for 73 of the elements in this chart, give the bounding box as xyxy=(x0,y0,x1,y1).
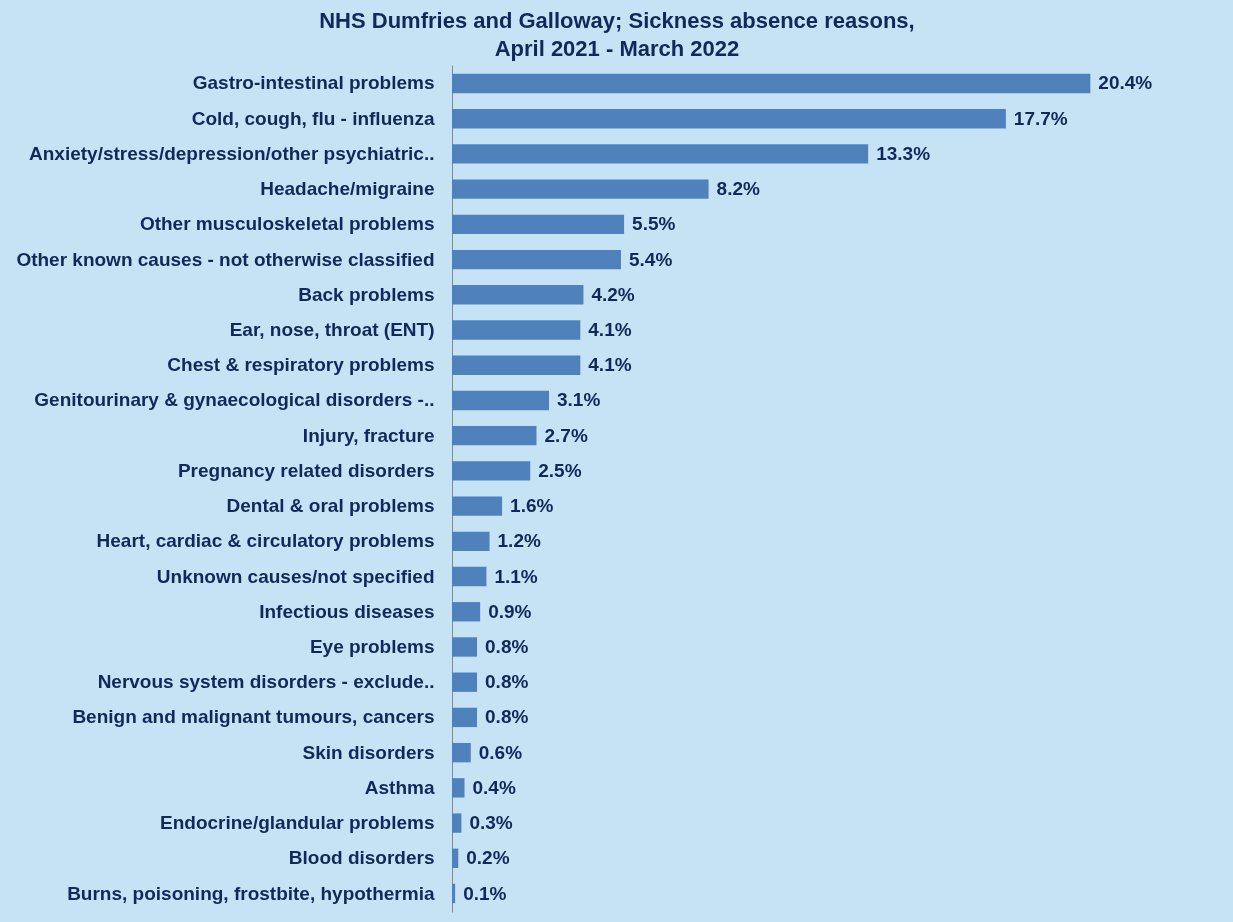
bar xyxy=(452,496,503,516)
bar xyxy=(452,883,456,904)
data-label: 5.4% xyxy=(628,248,673,270)
data-label: 13.3% xyxy=(876,142,931,164)
data-label: 0.8% xyxy=(485,671,529,693)
y-tick-label: Skin disorders xyxy=(302,741,435,763)
y-tick-label: Genitourinary & gynaecological disorders -.. xyxy=(34,389,435,411)
y-tick-label: Chest & respiratory problems xyxy=(167,354,435,376)
y-tick-label: Gastro-intestinal problems xyxy=(192,72,435,94)
bar xyxy=(452,249,621,270)
bar xyxy=(452,637,478,657)
bar xyxy=(452,390,549,411)
bar xyxy=(452,707,478,728)
bar xyxy=(452,425,537,446)
data-label: 17.7% xyxy=(1013,107,1068,129)
y-tick-label: Headache/migraine xyxy=(260,178,435,200)
y-tick-label: Back problems xyxy=(298,283,435,305)
data-label: 0.4% xyxy=(472,776,516,798)
data-label: 4.1% xyxy=(588,319,632,341)
bar xyxy=(452,566,487,587)
data-label: 0.3% xyxy=(469,812,513,834)
y-tick-label: Benign and malignant tumours, cancers xyxy=(72,706,435,728)
bar xyxy=(452,109,1006,129)
data-label: 20.4% xyxy=(1098,72,1153,94)
bar xyxy=(452,461,531,481)
data-label: 4.1% xyxy=(588,354,632,376)
bar xyxy=(452,355,581,375)
data-label: 1.1% xyxy=(494,565,538,587)
data-label: 0.6% xyxy=(478,741,523,763)
y-tick-label: Other musculoskeletal problems xyxy=(139,213,435,235)
bar xyxy=(452,531,490,552)
y-tick-label: Injury, fracture xyxy=(302,424,435,446)
bar xyxy=(452,285,584,305)
data-label: 0.9% xyxy=(488,600,532,622)
y-tick-label: Blood disorders xyxy=(288,847,435,869)
data-label: 2.5% xyxy=(538,459,582,481)
data-label: 2.7% xyxy=(544,424,588,446)
y-tick-label: Endocrine/glandular problems xyxy=(160,812,435,834)
y-tick-label: Other known causes - not otherwise classified xyxy=(16,248,435,270)
data-label: 3.1% xyxy=(557,389,601,411)
data-label: 8.2% xyxy=(716,178,760,200)
bar xyxy=(452,778,465,798)
y-tick-label: Dental & oral problems xyxy=(226,495,435,517)
y-tick-label: Heart, cardiac & circulatory problems xyxy=(96,530,435,552)
data-label: 0.2% xyxy=(466,847,510,869)
bar xyxy=(452,742,471,763)
bar xyxy=(452,73,1091,94)
y-tick-label: Ear, nose, throat (ENT) xyxy=(229,319,435,341)
bar xyxy=(452,602,481,622)
y-tick-label: Pregnancy related disorders xyxy=(177,459,435,481)
y-tick-label: Asthma xyxy=(364,776,435,798)
y-tick-label: Unknown causes/not specified xyxy=(156,565,435,587)
data-label: 0.8% xyxy=(485,635,529,657)
data-label: 4.2% xyxy=(591,283,635,305)
bar xyxy=(452,179,709,199)
y-tick-label: Nervous system disorders - exclude.. xyxy=(97,671,435,693)
data-label: 5.5% xyxy=(632,213,676,235)
chart-title: NHS Dumfries and Galloway; Sickness absence reasons, April 2021 - March 2022 xyxy=(319,8,915,61)
bar xyxy=(452,813,462,833)
bar xyxy=(452,144,869,164)
y-tick-label: Infectious diseases xyxy=(259,600,435,622)
data-label: 0.1% xyxy=(463,882,507,904)
bar xyxy=(452,848,459,868)
y-tick-label: Anxiety/stress/depression/other psychiatric.. xyxy=(29,142,435,164)
bar xyxy=(452,214,625,235)
data-label: 1.2% xyxy=(497,530,541,552)
bar xyxy=(452,672,478,692)
data-label: 0.8% xyxy=(485,706,529,728)
y-tick-label: Cold, cough, flu - influenza xyxy=(191,107,435,129)
y-tick-label: Eye problems xyxy=(309,635,435,657)
y-tick-label: Burns, poisoning, frostbite, hypothermia xyxy=(67,882,435,904)
bar xyxy=(452,320,581,340)
data-label: 1.6% xyxy=(510,495,554,517)
